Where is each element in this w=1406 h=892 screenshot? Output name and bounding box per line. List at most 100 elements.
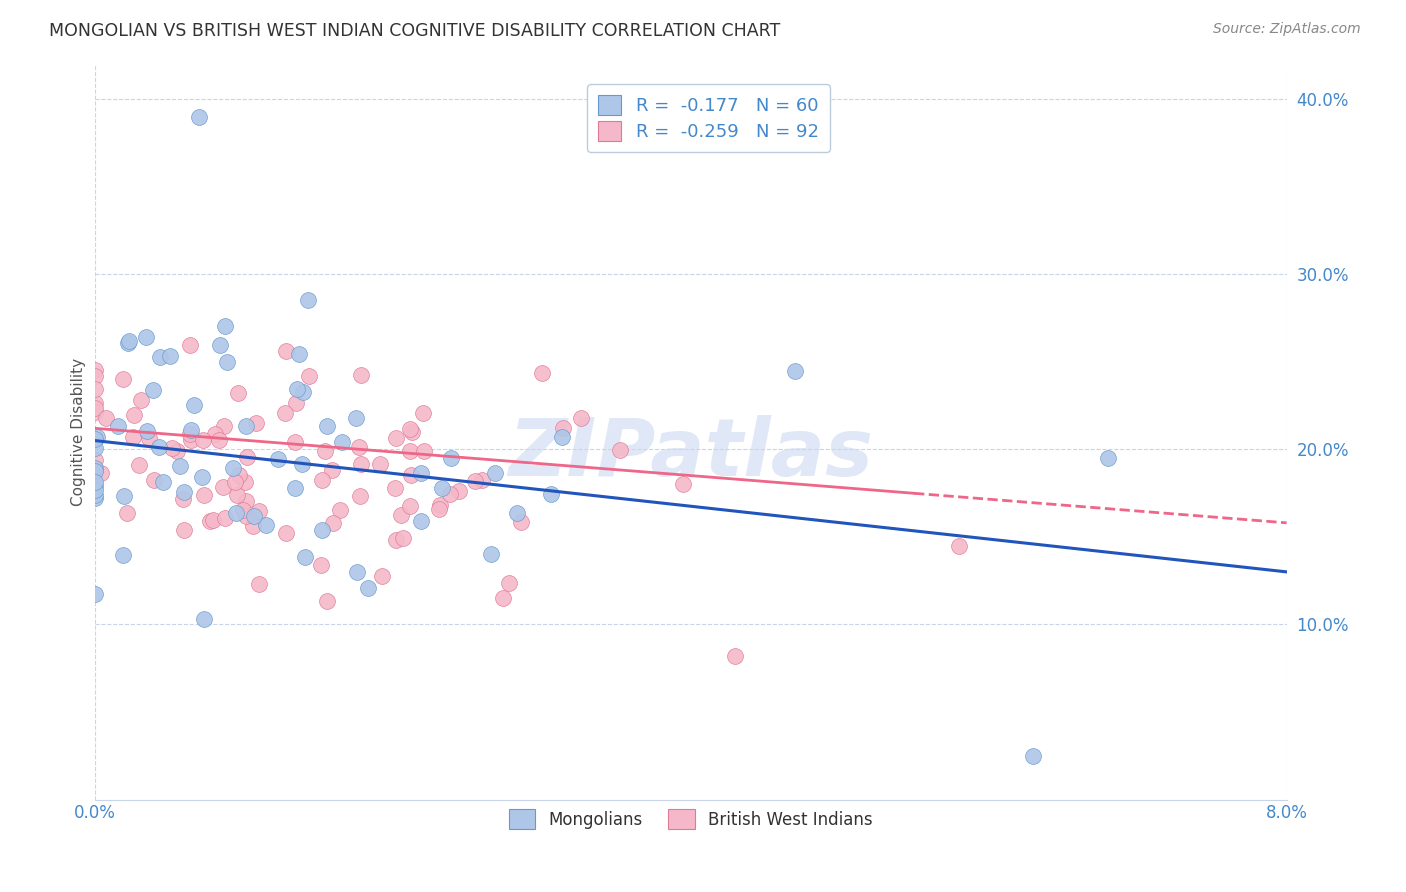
Point bbox=[187, 110, 209, 124]
Point bbox=[159, 350, 181, 364]
Point bbox=[349, 489, 371, 503]
Point bbox=[183, 398, 205, 412]
Point bbox=[122, 430, 145, 444]
Point bbox=[152, 475, 174, 489]
Point bbox=[329, 502, 352, 516]
Point bbox=[96, 411, 118, 425]
Point bbox=[479, 547, 502, 561]
Point bbox=[291, 457, 314, 471]
Text: ZIPatlas: ZIPatlas bbox=[508, 415, 873, 493]
Point bbox=[212, 419, 235, 434]
Point bbox=[135, 330, 157, 344]
Point bbox=[83, 441, 105, 455]
Point bbox=[311, 523, 333, 537]
Point bbox=[609, 443, 631, 458]
Point bbox=[274, 343, 297, 358]
Point bbox=[439, 487, 461, 501]
Point bbox=[392, 531, 415, 545]
Point bbox=[112, 549, 135, 563]
Point bbox=[211, 480, 233, 494]
Point bbox=[208, 433, 231, 447]
Point bbox=[128, 458, 150, 472]
Point bbox=[498, 575, 520, 590]
Point bbox=[172, 492, 194, 507]
Point bbox=[225, 506, 247, 520]
Point bbox=[412, 406, 434, 420]
Text: Source: ZipAtlas.com: Source: ZipAtlas.com bbox=[1213, 22, 1361, 37]
Point bbox=[672, 477, 695, 491]
Point bbox=[224, 475, 246, 489]
Point bbox=[135, 425, 157, 439]
Point bbox=[83, 587, 105, 601]
Point bbox=[112, 489, 135, 503]
Point bbox=[198, 514, 221, 528]
Point bbox=[484, 466, 506, 480]
Point bbox=[191, 470, 214, 484]
Point bbox=[284, 396, 307, 410]
Point bbox=[298, 368, 321, 383]
Point bbox=[399, 499, 422, 513]
Point bbox=[107, 418, 129, 433]
Point bbox=[368, 457, 391, 471]
Point bbox=[471, 473, 494, 487]
Point bbox=[254, 517, 277, 532]
Point bbox=[551, 430, 574, 444]
Point bbox=[294, 550, 316, 565]
Point bbox=[83, 363, 105, 377]
Point bbox=[531, 366, 554, 380]
Point bbox=[90, 466, 112, 480]
Point bbox=[401, 425, 423, 439]
Point bbox=[948, 539, 970, 553]
Point bbox=[83, 479, 105, 493]
Point bbox=[540, 487, 562, 501]
Point bbox=[142, 383, 165, 397]
Point bbox=[83, 401, 105, 415]
Point bbox=[191, 433, 214, 447]
Point bbox=[724, 648, 747, 663]
Point bbox=[129, 392, 152, 407]
Point bbox=[232, 503, 254, 517]
Point bbox=[179, 338, 201, 352]
Point bbox=[347, 440, 370, 454]
Point bbox=[330, 434, 353, 449]
Point bbox=[398, 421, 420, 435]
Point bbox=[285, 382, 308, 396]
Point bbox=[83, 382, 105, 396]
Point bbox=[83, 396, 105, 410]
Legend: Mongolians, British West Indians: Mongolians, British West Indians bbox=[502, 803, 879, 835]
Point bbox=[385, 431, 408, 445]
Point bbox=[228, 468, 250, 483]
Point bbox=[83, 432, 105, 446]
Point bbox=[385, 533, 408, 547]
Point bbox=[180, 423, 202, 437]
Point bbox=[783, 363, 806, 377]
Point bbox=[412, 444, 434, 458]
Point bbox=[1022, 748, 1045, 763]
Point bbox=[226, 385, 249, 400]
Point bbox=[267, 452, 290, 467]
Point bbox=[193, 488, 215, 502]
Point bbox=[311, 473, 333, 487]
Point bbox=[1097, 451, 1119, 466]
Point bbox=[179, 427, 201, 442]
Point bbox=[235, 419, 257, 434]
Point bbox=[316, 594, 339, 608]
Point bbox=[384, 481, 406, 495]
Point bbox=[321, 463, 343, 477]
Point bbox=[83, 461, 105, 475]
Point bbox=[222, 460, 245, 475]
Point bbox=[169, 458, 191, 473]
Point bbox=[83, 488, 105, 502]
Point bbox=[464, 475, 486, 489]
Point bbox=[148, 441, 170, 455]
Point bbox=[243, 509, 266, 524]
Point bbox=[346, 565, 368, 579]
Point bbox=[314, 444, 336, 458]
Point bbox=[83, 432, 105, 446]
Point bbox=[247, 504, 270, 518]
Point bbox=[427, 501, 450, 516]
Point bbox=[309, 558, 332, 573]
Point bbox=[569, 411, 592, 425]
Point bbox=[149, 350, 172, 364]
Point bbox=[447, 484, 470, 499]
